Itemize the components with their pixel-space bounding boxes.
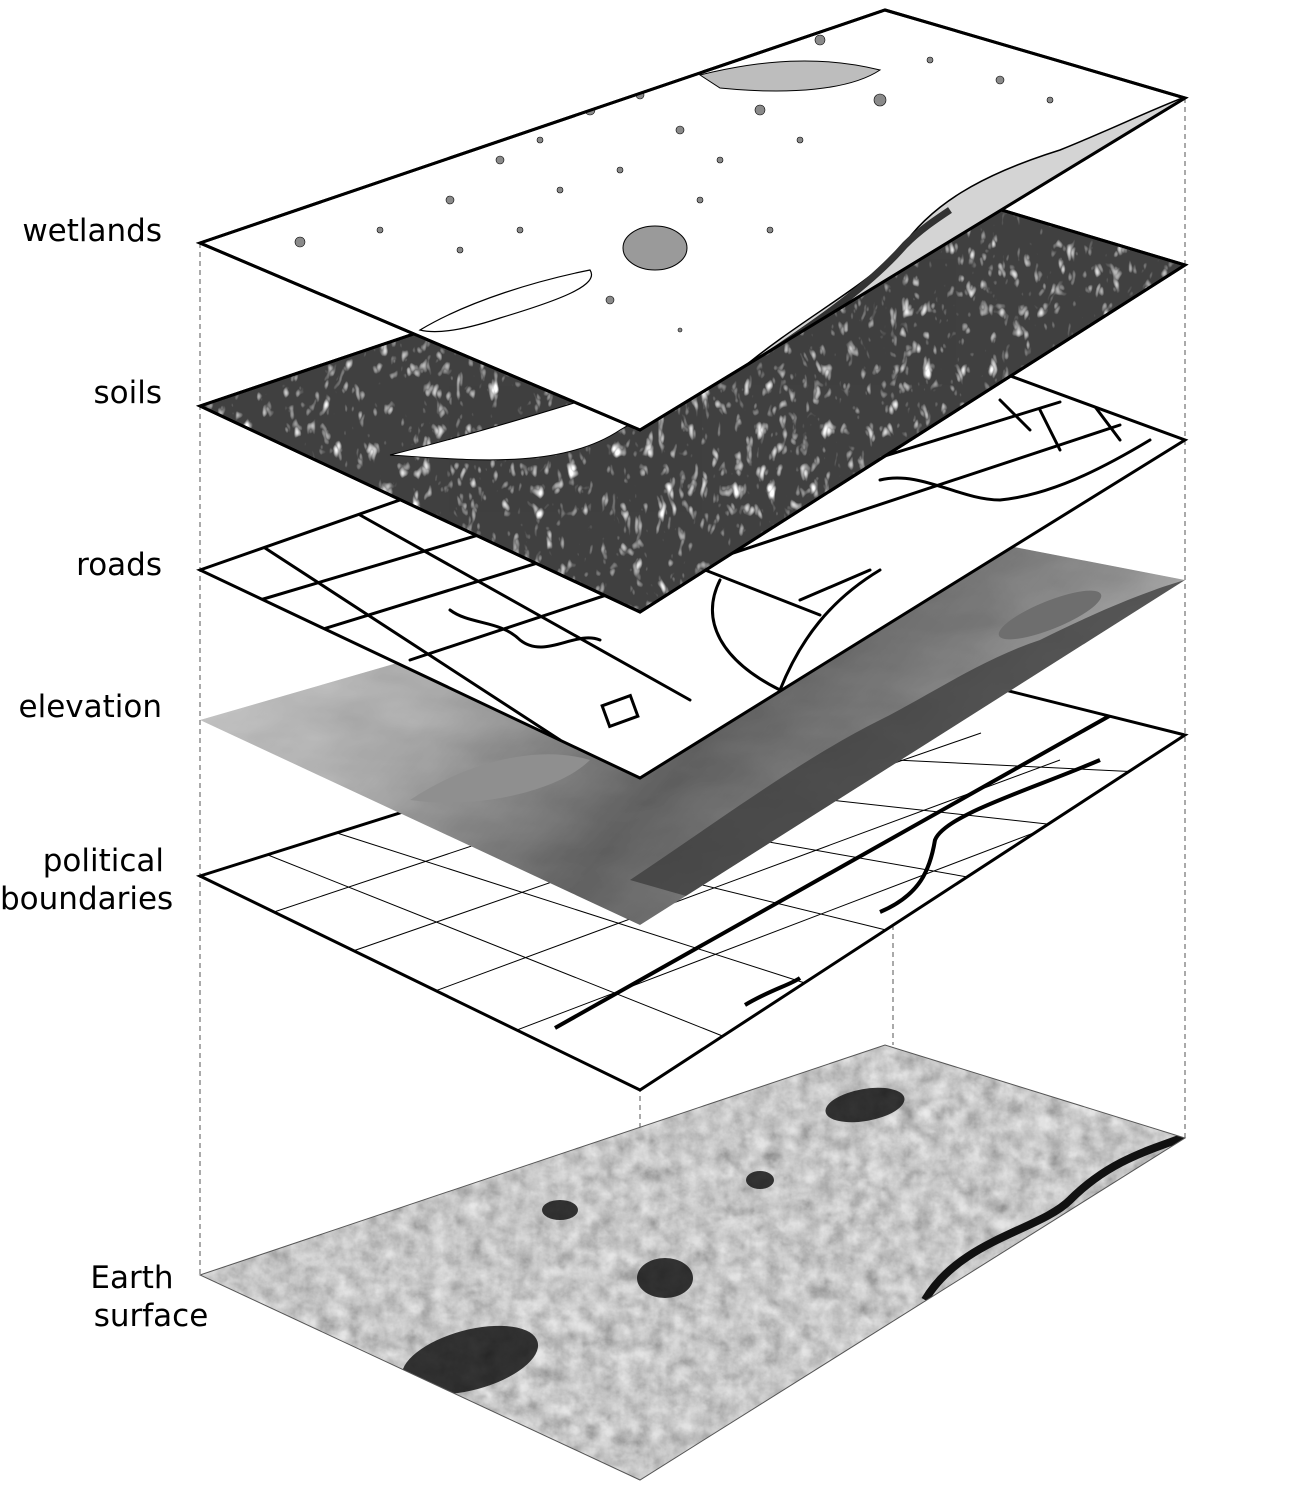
label-elevation-text: elevation: [18, 689, 162, 725]
label-political-boundaries: political boundaries: [0, 842, 174, 918]
label-roads: roads: [0, 546, 162, 584]
label-wetlands-text: wetlands: [22, 213, 162, 249]
earth-surface-layer: [200, 1045, 1185, 1480]
label-political-line-2: boundaries: [0, 881, 174, 917]
label-roads-text: roads: [76, 547, 162, 583]
label-wetlands: wetlands: [0, 212, 162, 250]
label-political-line-1: political: [42, 843, 164, 879]
label-elevation: elevation: [0, 688, 162, 726]
label-earth-surface: Earth surface: [62, 1259, 242, 1335]
label-earth-line-1: Earth: [90, 1260, 174, 1296]
label-earth-line-2: surface: [93, 1298, 209, 1334]
earth-surface-outline: [198, 1044, 1187, 1481]
label-soils: soils: [0, 374, 163, 412]
label-soils-text: soils: [93, 375, 163, 411]
